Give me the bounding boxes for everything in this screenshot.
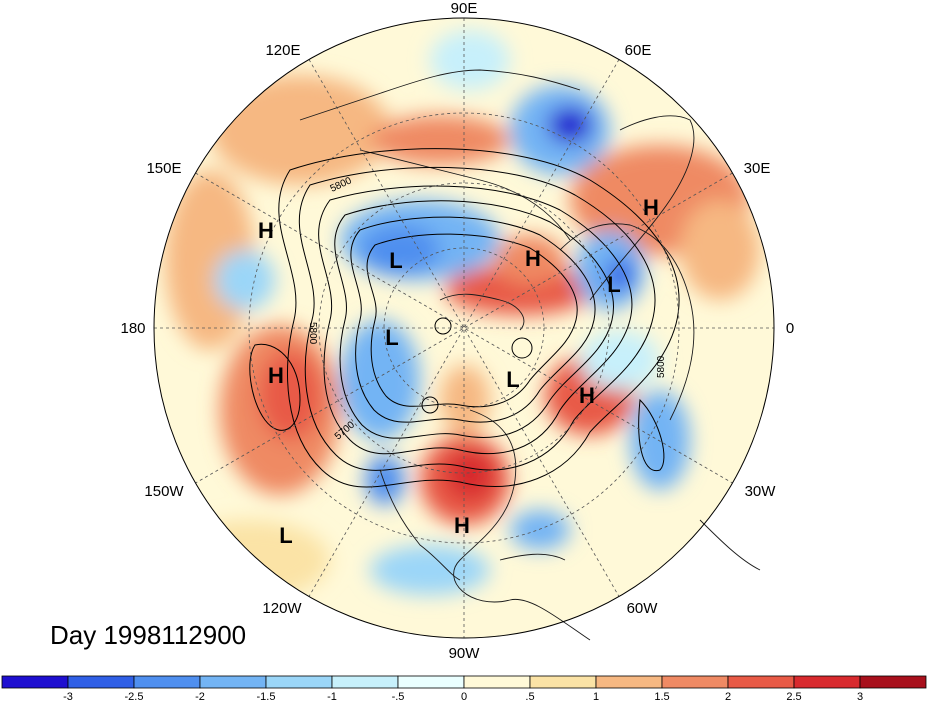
lon-label-30e: 30E (744, 160, 771, 177)
height-contours (249, 148, 680, 488)
colorbar-tick-label: 3 (857, 691, 863, 702)
high-marker: H (258, 218, 274, 243)
contour-label: 5800 (656, 355, 667, 378)
colorbar-swatch (199, 675, 267, 689)
lon-label-150w: 150W (144, 483, 184, 500)
contour-label: 5800 (307, 322, 318, 345)
map-boundary (153, 17, 775, 639)
colorbar-swatch (529, 675, 597, 689)
colorbar-swatch (463, 675, 531, 689)
coastlines (299, 69, 761, 641)
low-marker: L (506, 367, 519, 392)
lon-label-120w: 120W (262, 600, 302, 617)
colorbar-tick-label: 2 (725, 691, 731, 702)
colorbar-tick-label: -1 (327, 691, 337, 702)
colorbar-tick-label: 0 (461, 691, 467, 702)
high-marker: H (525, 246, 541, 271)
lon-label-60e: 60E (625, 42, 652, 59)
low-marker: L (389, 248, 402, 273)
colorbar: -3 -2.5 -2 -1.5 -1 -.5 0 .5 1 1.5 2 2.5 3 (1, 675, 927, 702)
map-title: Day 1998112900 (50, 620, 247, 650)
lon-label-0: 0 (786, 320, 794, 337)
lon-label-120e: 120E (265, 42, 300, 59)
colorbar-tick-label: .5 (525, 691, 534, 702)
lon-label-90w: 90W (449, 645, 481, 662)
lon-label-60w: 60W (627, 600, 659, 617)
high-marker: H (268, 363, 284, 388)
longitude-labels: 90E 60E 30E 0 30W 60W 90W 120W 150W 180 … (120, 0, 794, 662)
high-marker: H (454, 513, 470, 538)
colorbar-tick-label: 2.5 (786, 691, 801, 702)
colorbar-swatch (133, 675, 201, 689)
colorbar-swatch (793, 675, 861, 689)
colorbar-swatch (859, 675, 927, 689)
colorbar-swatch (331, 675, 399, 689)
colorbar-tick-label: 1.5 (654, 691, 669, 702)
high-marker: H (643, 195, 659, 220)
colorbar-tick-label: -2.5 (125, 691, 144, 702)
colorbar-tick-label: 1 (593, 691, 599, 702)
colorbar-swatch (397, 675, 465, 689)
colorbar-swatch (265, 675, 333, 689)
lon-label-180: 180 (120, 320, 145, 337)
low-marker: L (385, 325, 398, 350)
colorbar-swatch (727, 675, 795, 689)
colorbar-swatch (67, 675, 135, 689)
low-marker: L (279, 523, 292, 548)
colorbar-tick-label: -3 (63, 691, 73, 702)
lon-label-150e: 150E (146, 160, 181, 177)
lon-label-90e: 90E (451, 0, 478, 17)
colorbar-tick-label: -.5 (392, 691, 405, 702)
high-marker: H (579, 383, 595, 408)
low-marker: L (607, 272, 620, 297)
pressure-systems: H H H H H H L L L L L (258, 195, 659, 548)
colorbar-swatch (661, 675, 729, 689)
colorbar-tick-label: -1.5 (257, 691, 276, 702)
graticule (154, 18, 774, 638)
colorbar-swatch (595, 675, 663, 689)
colorbar-tick-label: -2 (195, 691, 205, 702)
lon-label-30w: 30W (745, 483, 777, 500)
colorbar-swatch (1, 675, 69, 689)
